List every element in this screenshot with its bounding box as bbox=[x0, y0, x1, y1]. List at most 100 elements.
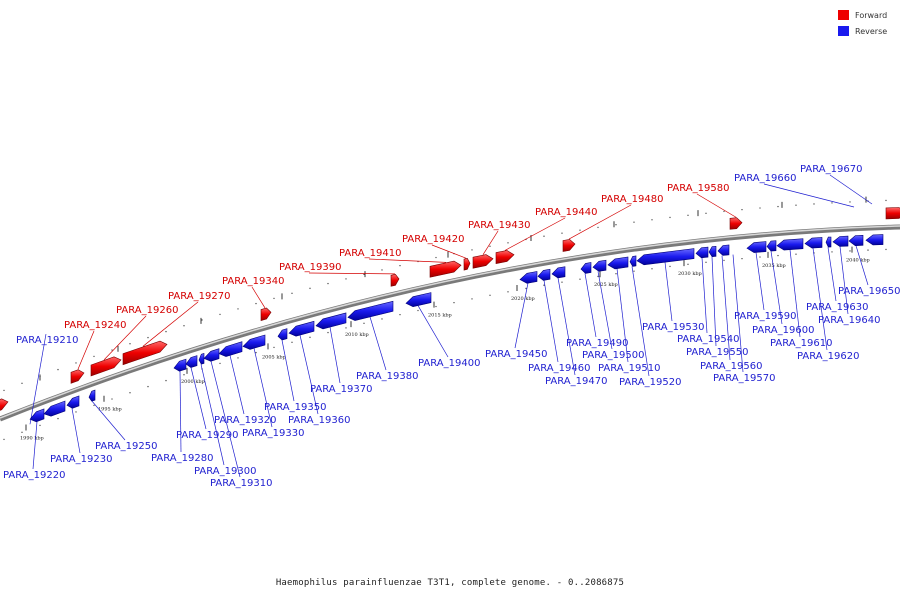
reverse-gene[interactable] bbox=[43, 400, 66, 417]
gene-label-para_19300[interactable]: PARA_19300 bbox=[194, 466, 256, 477]
gene-label-para_19340[interactable]: PARA_19340 bbox=[222, 276, 284, 287]
reverse-gene[interactable] bbox=[695, 246, 709, 259]
gene-label-para_19410[interactable]: PARA_19410 bbox=[339, 248, 401, 259]
label-leader-line bbox=[711, 256, 717, 347]
gene-label-para_19650[interactable]: PARA_19650 bbox=[838, 286, 900, 297]
reverse-gene[interactable] bbox=[288, 320, 315, 337]
gene-label-para_19570[interactable]: PARA_19570 bbox=[713, 373, 775, 384]
gene-label-para_19400[interactable]: PARA_19400 bbox=[418, 358, 480, 369]
reverse-gene[interactable] bbox=[66, 395, 80, 409]
gene-label-para_19600[interactable]: PARA_19600 bbox=[752, 325, 814, 336]
reverse-gene[interactable] bbox=[865, 234, 884, 246]
label-leader-line bbox=[281, 340, 295, 402]
gene-label-para_19390[interactable]: PARA_19390 bbox=[279, 262, 341, 273]
reverse-gene[interactable] bbox=[315, 312, 347, 330]
gene-label-para_19520[interactable]: PARA_19520 bbox=[619, 377, 681, 388]
gene-label-para_19630[interactable]: PARA_19630 bbox=[806, 302, 868, 313]
gene-label-para_19500[interactable]: PARA_19500 bbox=[582, 350, 644, 361]
forward-gene[interactable] bbox=[472, 254, 494, 269]
reverse-gene[interactable] bbox=[636, 248, 695, 266]
reverse-gene[interactable] bbox=[519, 271, 538, 284]
forward-gene[interactable] bbox=[463, 258, 471, 271]
reverse-gene[interactable] bbox=[717, 244, 730, 256]
gene-label-para_19490[interactable]: PARA_19490 bbox=[566, 338, 628, 349]
reverse-gene[interactable] bbox=[629, 255, 637, 267]
reverse-gene[interactable] bbox=[776, 238, 804, 251]
forward-gene[interactable] bbox=[495, 250, 515, 264]
reverse-gene[interactable] bbox=[173, 358, 187, 372]
gene-label-para_19350[interactable]: PARA_19350 bbox=[264, 402, 326, 413]
reverse-gene[interactable] bbox=[580, 262, 592, 274]
reverse-gene[interactable] bbox=[607, 256, 629, 270]
label-leader-line bbox=[568, 204, 632, 240]
gene-label-para_19330[interactable]: PARA_19330 bbox=[242, 428, 304, 439]
gene-label-para_19460[interactable]: PARA_19460 bbox=[528, 363, 590, 374]
forward-gene[interactable] bbox=[90, 356, 122, 377]
gene-label-para_19510[interactable]: PARA_19510 bbox=[598, 363, 660, 374]
reverse-gene[interactable] bbox=[405, 292, 432, 308]
forward-gene[interactable] bbox=[70, 369, 85, 384]
forward-gene[interactable] bbox=[562, 239, 576, 252]
gene-label-para_19270[interactable]: PARA_19270 bbox=[168, 291, 230, 302]
gene-label-para_19370[interactable]: PARA_19370 bbox=[310, 384, 372, 395]
reverse-gene[interactable] bbox=[185, 355, 198, 368]
reverse-gene[interactable] bbox=[766, 240, 777, 252]
gene-label-para_19640[interactable]: PARA_19640 bbox=[818, 315, 880, 326]
reverse-gene[interactable] bbox=[551, 266, 566, 279]
reverse-gene[interactable] bbox=[203, 348, 220, 362]
gene-label-para_19260[interactable]: PARA_19260 bbox=[116, 305, 178, 316]
reverse-gene[interactable] bbox=[198, 352, 205, 365]
gene-label-para_19420[interactable]: PARA_19420 bbox=[402, 234, 464, 245]
gene-label-para_19590[interactable]: PARA_19590 bbox=[734, 311, 796, 322]
scale-dot bbox=[399, 313, 401, 316]
gene-label-para_19210[interactable]: PARA_19210 bbox=[16, 335, 78, 346]
gene-features bbox=[0, 207, 900, 423]
forward-gene[interactable] bbox=[0, 398, 9, 413]
gene-label-para_19250[interactable]: PARA_19250 bbox=[95, 441, 157, 452]
reverse-gene[interactable] bbox=[832, 235, 849, 247]
reverse-gene[interactable] bbox=[537, 268, 551, 281]
gene-label-para_19550[interactable]: PARA_19550 bbox=[686, 347, 748, 358]
reverse-gene[interactable] bbox=[746, 241, 767, 253]
gene-label-para_19620[interactable]: PARA_19620 bbox=[797, 351, 859, 362]
reverse-gene[interactable] bbox=[277, 328, 288, 341]
gene-label-para_19540[interactable]: PARA_19540 bbox=[677, 334, 739, 345]
gene-label-para_19610[interactable]: PARA_19610 bbox=[770, 338, 832, 349]
forward-gene[interactable] bbox=[260, 307, 272, 321]
reverse-gene[interactable] bbox=[708, 245, 717, 258]
gene-label-para_19560[interactable]: PARA_19560 bbox=[700, 361, 762, 372]
gene-label-para_19450[interactable]: PARA_19450 bbox=[485, 349, 547, 360]
gene-label-para_19440[interactable]: PARA_19440 bbox=[535, 207, 597, 218]
scale-dot bbox=[795, 253, 797, 255]
gene-label-para_19580[interactable]: PARA_19580 bbox=[667, 183, 729, 194]
gene-label-para_19480[interactable]: PARA_19480 bbox=[601, 194, 663, 205]
reverse-gene[interactable] bbox=[592, 259, 607, 272]
gene-label-para_19670[interactable]: PARA_19670 bbox=[800, 164, 862, 175]
gene-label-para_19230[interactable]: PARA_19230 bbox=[50, 454, 112, 465]
gene-label-para_19530[interactable]: PARA_19530 bbox=[642, 322, 704, 333]
scale-dot bbox=[489, 294, 491, 296]
gene-label-para_19470[interactable]: PARA_19470 bbox=[545, 376, 607, 387]
reverse-gene[interactable] bbox=[242, 334, 266, 350]
gene-label-para_19240[interactable]: PARA_19240 bbox=[64, 320, 126, 331]
gene-label-para_19660[interactable]: PARA_19660 bbox=[734, 173, 796, 184]
reverse-gene[interactable] bbox=[88, 389, 96, 402]
gene-label-para_19320[interactable]: PARA_19320 bbox=[214, 415, 276, 426]
gene-label-para_19380[interactable]: PARA_19380 bbox=[356, 371, 418, 382]
forward-gene[interactable] bbox=[885, 207, 900, 220]
gene-label-para_19290[interactable]: PARA_19290 bbox=[176, 430, 238, 441]
forward-gene[interactable] bbox=[729, 217, 743, 230]
gene-label-para_19360[interactable]: PARA_19360 bbox=[288, 415, 350, 426]
gene-label-para_19310[interactable]: PARA_19310 bbox=[210, 478, 272, 489]
gene-label-para_19220[interactable]: PARA_19220 bbox=[3, 470, 65, 481]
gene-label-para_19430[interactable]: PARA_19430 bbox=[468, 220, 530, 231]
reverse-gene[interactable] bbox=[218, 341, 243, 357]
reverse-gene[interactable] bbox=[347, 300, 394, 321]
reverse-gene[interactable] bbox=[804, 237, 823, 249]
forward-gene[interactable] bbox=[390, 273, 400, 287]
gene-label-para_19280[interactable]: PARA_19280 bbox=[151, 453, 213, 464]
forward-gene[interactable] bbox=[429, 260, 462, 278]
reverse-gene[interactable] bbox=[825, 236, 832, 248]
forward-gene[interactable] bbox=[122, 340, 168, 366]
reverse-gene[interactable] bbox=[848, 234, 864, 247]
